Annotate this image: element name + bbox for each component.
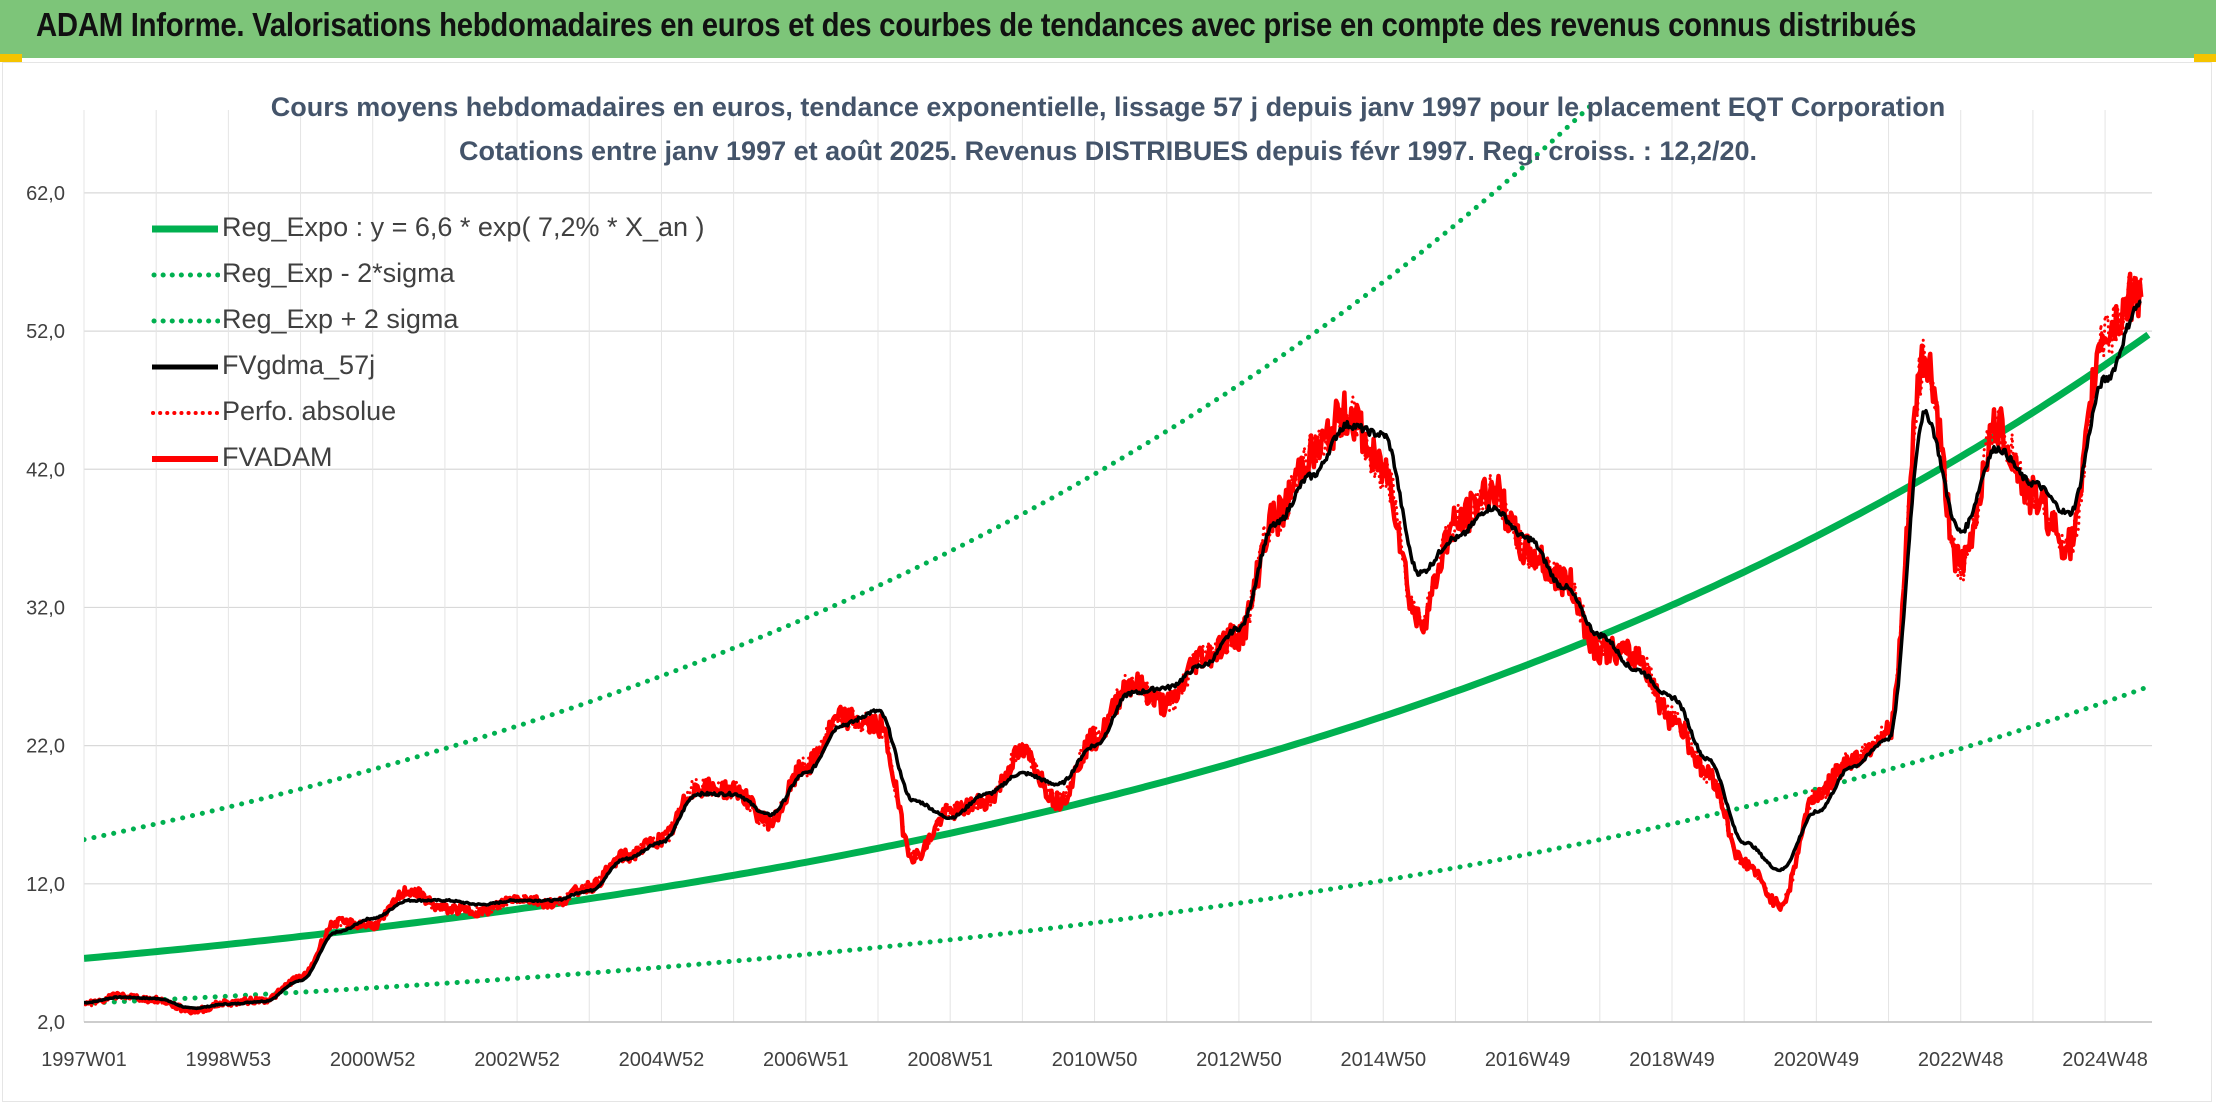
y-tick-label: 32,0 (26, 597, 65, 619)
legend-swatch-dotted-green (151, 318, 220, 324)
x-tick-label: 2014W50 (1340, 1049, 1426, 1071)
series-line-fvadam (84, 271, 2144, 1016)
chart-grid (83, 110, 2152, 1023)
legend-label: Reg_Exp + 2 sigma (222, 304, 459, 334)
legend-swatch-dotted-red (151, 411, 220, 415)
y-tick-label: 62,0 (26, 183, 65, 205)
chart-title: Cours moyens hebdomadaires en euros, ten… (270, 92, 1946, 122)
y-tick-label: 22,0 (26, 736, 65, 758)
legend-label: Reg_Expo : y = 6,6 * exp( 7,2% * X_an ) (222, 212, 705, 242)
x-tick-label: 2008W51 (907, 1049, 993, 1071)
header-bar: ADAM Informe. Valorisations hebdomadaire… (0, 0, 2216, 62)
legend-item-reg-expo: Reg_Expo : y = 6,6 * exp( 7,2% * X_an ) (150, 212, 850, 246)
x-tick-label: 2022W48 (1918, 1049, 2004, 1071)
y-tick-label: 42,0 (26, 459, 65, 481)
x-tick-label: 2018W49 (1629, 1049, 1715, 1071)
legend-item-reg-exp-plus: Reg_Exp + 2 sigma (150, 304, 850, 338)
legend-label: Perfo. absolue (222, 396, 397, 426)
y-tick-label: 2,0 (37, 1012, 65, 1034)
legend-item-perfo-absolue: Perfo. absolue (150, 396, 850, 430)
y-tick-label: 12,0 (26, 874, 65, 896)
x-tick-label: 1997W01 (41, 1049, 127, 1071)
header-corner-left (0, 54, 22, 62)
y-tick-label: 52,0 (26, 321, 65, 343)
header-corner-right (2194, 54, 2216, 62)
legend-item-reg-exp-minus: Reg_Exp - 2*sigma (150, 258, 850, 292)
x-tick-label: 2012W50 (1196, 1049, 1282, 1071)
legend-swatch-solid-red (152, 456, 218, 462)
series-line-reg-expo-y-6-6-exp-7-2-x-an (84, 331, 2151, 962)
x-tick-label: 2010W50 (1052, 1049, 1138, 1071)
x-tick-label: 2000W52 (330, 1049, 416, 1071)
series-line-reg-exp-2-sigma (84, 684, 2151, 1006)
series-line-fvgdma-57j (84, 299, 2142, 1011)
legend-item-fvadam: FVADAM (150, 442, 850, 476)
legend-swatch-dotted-green (151, 272, 220, 278)
x-tick-label: 2002W52 (474, 1049, 560, 1071)
page-title: ADAM Informe. Valorisations hebdomadaire… (36, 6, 1917, 43)
x-tick-label: 2006W51 (763, 1049, 849, 1071)
x-tick-label: 2004W52 (619, 1049, 705, 1071)
x-axis-ticks: 1997W01 1998W53 2000W52 2002W52 2004W52 2006W… (41, 1049, 2148, 1071)
x-tick-label: 2016W49 (1485, 1049, 1571, 1071)
chart-frame (2, 62, 2212, 1102)
legend-label: Reg_Exp - 2*sigma (222, 258, 455, 288)
series-line-reg-exp-2-sigma (84, 104, 1597, 843)
legend-swatch-solid-black (152, 364, 218, 370)
legend-swatch-solid-green (152, 225, 218, 233)
x-tick-label: 2020W49 (1774, 1049, 1860, 1071)
legend-label: FVADAM (222, 442, 333, 472)
chart-series (84, 104, 2151, 1016)
legend-item-fvgdma: FVgdma_57j (150, 350, 850, 384)
x-tick-label: 2024W48 (2062, 1049, 2148, 1071)
legend-label: FVgdma_57j (222, 350, 376, 380)
y-axis-ticks: 2,0 12,0 22,0 32,0 42,0 52,0 62,0 (26, 183, 65, 1034)
chart-subtitle: Cotations entre janv 1997 et août 2025. … (458, 136, 1757, 166)
x-tick-label: 1998W53 (186, 1049, 272, 1071)
